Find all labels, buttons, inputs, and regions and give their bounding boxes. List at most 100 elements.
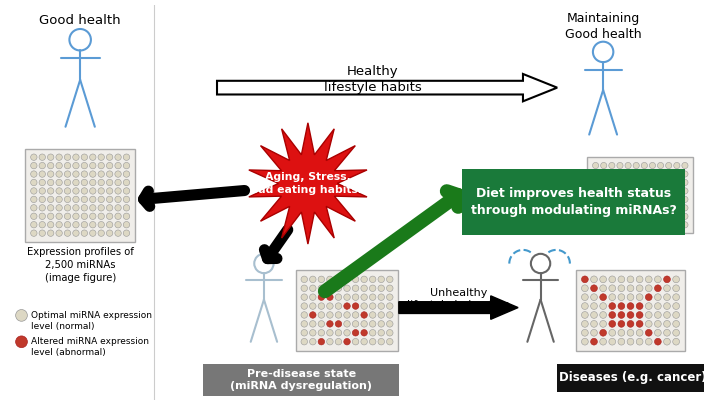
Circle shape — [387, 303, 393, 309]
Circle shape — [664, 320, 670, 327]
Circle shape — [98, 179, 104, 186]
Circle shape — [600, 276, 606, 283]
Circle shape — [609, 222, 615, 228]
Circle shape — [73, 171, 79, 177]
Circle shape — [645, 320, 652, 327]
Circle shape — [73, 196, 79, 202]
Circle shape — [649, 213, 655, 220]
Circle shape — [642, 205, 647, 211]
FancyBboxPatch shape — [588, 157, 693, 233]
Circle shape — [369, 285, 376, 292]
Circle shape — [590, 294, 598, 301]
Circle shape — [378, 321, 384, 327]
Circle shape — [81, 213, 88, 220]
Circle shape — [600, 213, 607, 220]
Circle shape — [600, 294, 606, 301]
Circle shape — [617, 162, 623, 168]
Circle shape — [609, 276, 616, 283]
Circle shape — [665, 222, 672, 228]
Circle shape — [39, 154, 45, 160]
Circle shape — [310, 312, 316, 318]
Circle shape — [343, 330, 350, 336]
Circle shape — [618, 285, 625, 292]
Circle shape — [361, 312, 367, 318]
Circle shape — [64, 205, 71, 211]
Circle shape — [48, 230, 54, 237]
Circle shape — [318, 303, 325, 309]
Circle shape — [378, 294, 384, 301]
Circle shape — [327, 276, 333, 283]
Circle shape — [343, 321, 350, 327]
Circle shape — [81, 154, 88, 160]
Circle shape — [582, 303, 588, 309]
Circle shape — [654, 303, 661, 309]
Circle shape — [654, 338, 661, 345]
Text: Expression profiles of
2,500 miRNAs
(image figure): Expression profiles of 2,500 miRNAs (ima… — [27, 247, 134, 284]
Circle shape — [56, 222, 63, 228]
Circle shape — [636, 303, 643, 309]
Circle shape — [672, 320, 680, 327]
Circle shape — [107, 179, 113, 186]
Circle shape — [378, 285, 384, 292]
Circle shape — [609, 285, 616, 292]
Circle shape — [600, 329, 606, 336]
Circle shape — [674, 179, 680, 185]
Circle shape — [89, 205, 96, 211]
Circle shape — [115, 222, 121, 228]
Circle shape — [674, 188, 680, 194]
Circle shape — [115, 205, 121, 211]
Circle shape — [627, 303, 634, 309]
Circle shape — [343, 303, 350, 309]
Circle shape — [633, 213, 639, 220]
Circle shape — [343, 312, 350, 318]
Circle shape — [48, 196, 54, 202]
Circle shape — [107, 154, 113, 160]
Circle shape — [642, 171, 647, 177]
Circle shape — [609, 213, 615, 220]
Circle shape — [682, 222, 688, 228]
Circle shape — [310, 339, 316, 345]
Circle shape — [664, 294, 670, 301]
Circle shape — [115, 179, 121, 186]
Circle shape — [107, 196, 113, 202]
Circle shape — [665, 196, 672, 202]
Circle shape — [593, 171, 599, 177]
Circle shape — [665, 179, 672, 185]
Circle shape — [617, 179, 623, 185]
Circle shape — [81, 179, 88, 186]
Circle shape — [600, 338, 606, 345]
Circle shape — [665, 188, 672, 194]
Circle shape — [618, 303, 625, 309]
Circle shape — [73, 188, 79, 194]
Circle shape — [98, 162, 104, 169]
Text: Diseases (e.g. cancer): Diseases (e.g. cancer) — [559, 371, 707, 384]
Circle shape — [56, 179, 63, 186]
FancyBboxPatch shape — [462, 169, 685, 235]
Circle shape — [73, 179, 79, 186]
Circle shape — [609, 320, 616, 327]
Circle shape — [625, 205, 631, 211]
Circle shape — [48, 154, 54, 160]
Circle shape — [361, 285, 367, 292]
Circle shape — [645, 285, 652, 292]
Circle shape — [649, 222, 655, 228]
Circle shape — [310, 321, 316, 327]
Circle shape — [16, 309, 27, 321]
Circle shape — [318, 321, 325, 327]
Circle shape — [636, 338, 643, 345]
Circle shape — [39, 171, 45, 177]
Circle shape — [645, 294, 652, 301]
Circle shape — [369, 312, 376, 318]
Circle shape — [318, 339, 325, 345]
Circle shape — [657, 196, 664, 202]
Circle shape — [327, 330, 333, 336]
Circle shape — [98, 205, 104, 211]
Circle shape — [56, 171, 63, 177]
Circle shape — [56, 162, 63, 169]
Circle shape — [56, 196, 63, 202]
Circle shape — [645, 276, 652, 283]
Circle shape — [682, 171, 688, 177]
Circle shape — [636, 294, 643, 301]
Circle shape — [31, 196, 37, 202]
Circle shape — [387, 321, 393, 327]
